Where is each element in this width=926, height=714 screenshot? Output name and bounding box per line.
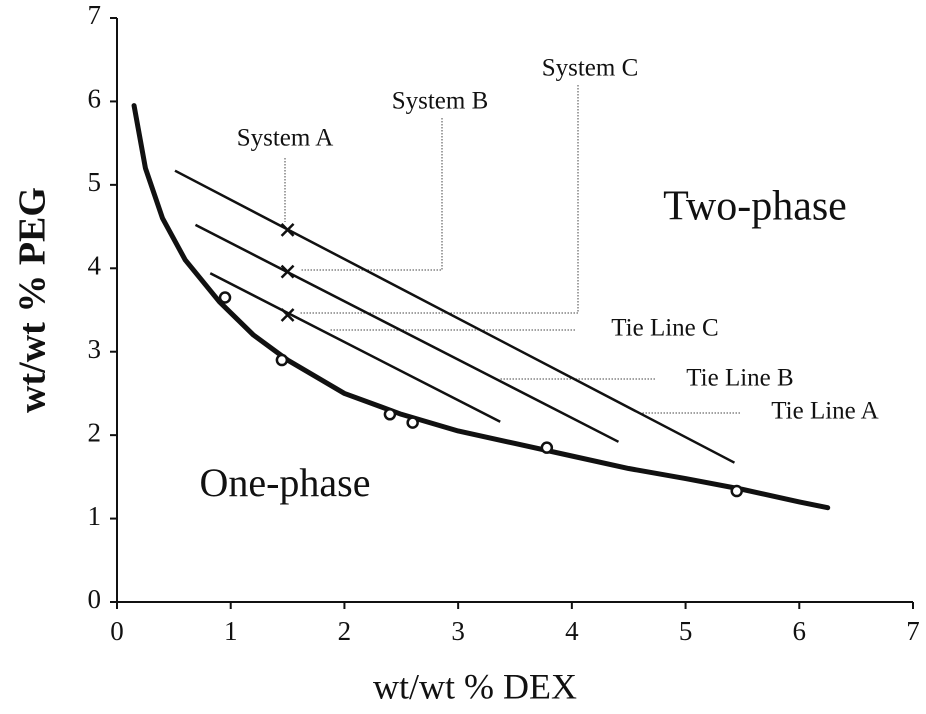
y-tick-label: 5 [88, 167, 102, 197]
system-label: System A [237, 125, 334, 152]
leader-line [300, 118, 443, 271]
x-tick-label: 4 [565, 616, 579, 646]
data-point [275, 353, 289, 367]
x-tick-label: 2 [338, 616, 352, 646]
x-tick-label: 6 [793, 616, 807, 646]
tie-line-label: Tie Line C [611, 315, 718, 342]
y-tick-label: 4 [88, 250, 102, 280]
x-tick-label: 5 [679, 616, 693, 646]
region-label: Two-phase [663, 184, 847, 230]
tie-line [194, 223, 620, 443]
x-tick-label: 0 [110, 616, 124, 646]
tie-line [174, 169, 736, 464]
x-tick-label: 1 [224, 616, 238, 646]
data-point [730, 484, 743, 498]
leader-line [300, 85, 579, 314]
x-axis-label: wt/wt % DEX [373, 666, 577, 706]
data-point [383, 408, 397, 421]
y-axis-label: wt/wt % PEG [12, 187, 54, 413]
system-label: System B [392, 88, 489, 115]
y-tick-label: 1 [88, 501, 102, 531]
tie-line-label: Tie Line B [686, 365, 793, 392]
data-point [218, 291, 232, 304]
x-tick-label: 7 [906, 616, 920, 646]
y-tick-label: 7 [88, 0, 102, 30]
tie-line-label: Tie Line A [771, 398, 878, 425]
data-point [406, 416, 419, 429]
y-tick-label: 2 [88, 417, 102, 447]
system-label: System C [542, 55, 639, 82]
system-marker [280, 308, 295, 322]
y-tick-label: 0 [88, 584, 102, 614]
y-tick-label: 6 [88, 84, 102, 114]
y-tick-label: 3 [88, 334, 102, 364]
x-tick-label: 3 [451, 616, 465, 646]
tie-line [209, 272, 501, 423]
binodal-curve [131, 103, 831, 511]
system-marker [280, 264, 295, 279]
system-marker [280, 223, 295, 237]
data-point [540, 441, 554, 454]
region-label: One-phase [199, 460, 370, 505]
